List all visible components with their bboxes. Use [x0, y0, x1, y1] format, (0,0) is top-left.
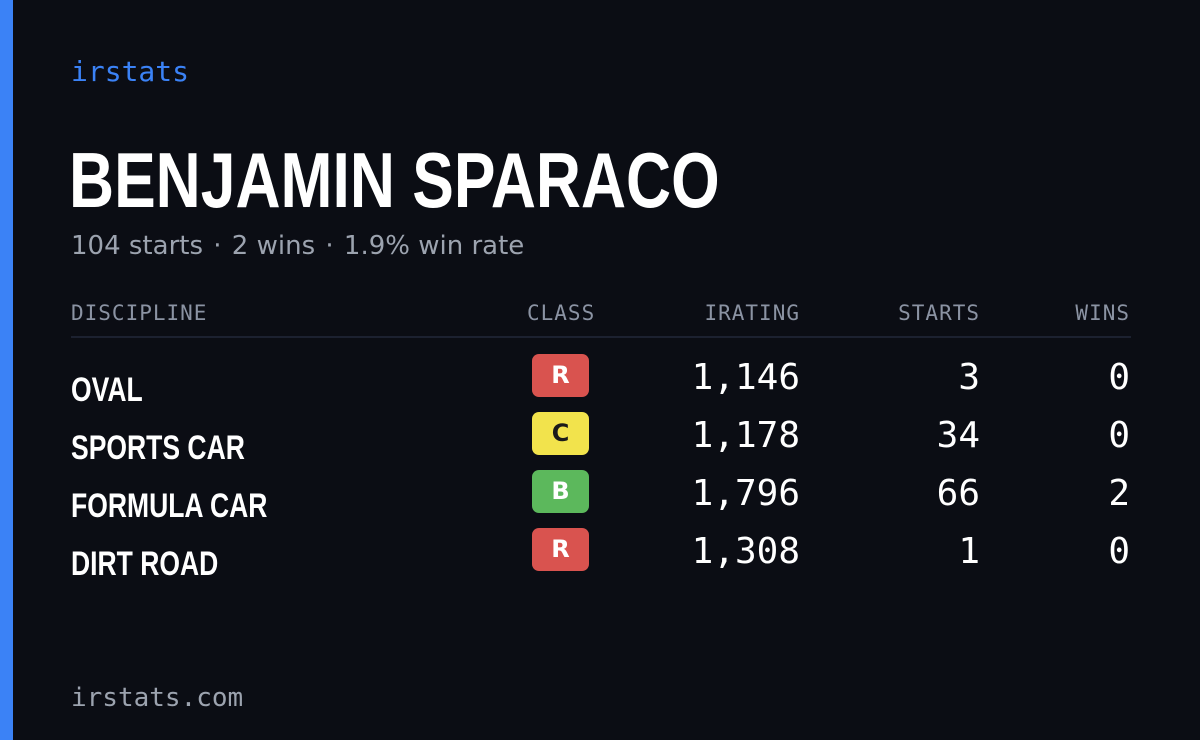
summary-separator: ·	[213, 231, 222, 261]
brand-logo-text: irstats	[71, 55, 190, 88]
header-discipline: DISCIPLINE	[71, 301, 208, 325]
discipline-name: FORMULA CAR	[71, 487, 268, 525]
table-row: DIRT ROAD R 1,308 1 0	[71, 528, 1131, 586]
player-summary: 104 starts · 2 wins · 1.9% win rate	[71, 228, 524, 264]
discipline-table: DISCIPLINE CLASS IRATING STARTS WINS OVA…	[71, 298, 1131, 583]
summary-win-rate: 1.9% win rate	[343, 231, 525, 261]
discipline-name: DIRT ROAD	[71, 545, 219, 583]
wins-value: 0	[1108, 531, 1130, 572]
starts-value: 1	[958, 531, 980, 572]
header-irating: IRATING	[704, 301, 800, 325]
license-class-badge: C	[532, 412, 589, 455]
accent-bar	[0, 0, 13, 740]
irating-value: 1,796	[691, 473, 800, 514]
starts-value: 3	[958, 357, 980, 398]
discipline-name: OVAL	[71, 371, 143, 409]
irating-value: 1,178	[691, 415, 800, 456]
summary-separator: ·	[325, 231, 334, 261]
irating-value: 1,308	[691, 531, 800, 572]
license-class-badge: R	[532, 528, 589, 571]
header-wins: WINS	[1075, 301, 1130, 325]
table-row: SPORTS CAR C 1,178 34 0	[71, 412, 1131, 470]
table-header: DISCIPLINE CLASS IRATING STARTS WINS	[71, 298, 1131, 338]
summary-starts: 104 starts	[71, 231, 203, 261]
header-class: CLASS	[527, 301, 596, 325]
irating-value: 1,146	[691, 357, 800, 398]
footer-url: irstats.com	[71, 683, 244, 713]
wins-value: 0	[1108, 415, 1130, 456]
starts-value: 66	[936, 473, 980, 514]
table-row: FORMULA CAR B 1,796 66 2	[71, 470, 1131, 528]
table-row: OVAL R 1,146 3 0	[71, 354, 1131, 412]
license-class-badge: R	[532, 354, 589, 397]
discipline-name: SPORTS CAR	[71, 429, 245, 467]
player-name: BENJAMIN SPARACO	[69, 136, 720, 224]
summary-wins: 2 wins	[231, 231, 316, 261]
license-class-badge: B	[532, 470, 589, 513]
wins-value: 2	[1108, 473, 1130, 514]
starts-value: 34	[936, 415, 980, 456]
wins-value: 0	[1108, 357, 1130, 398]
header-starts: STARTS	[898, 301, 980, 325]
